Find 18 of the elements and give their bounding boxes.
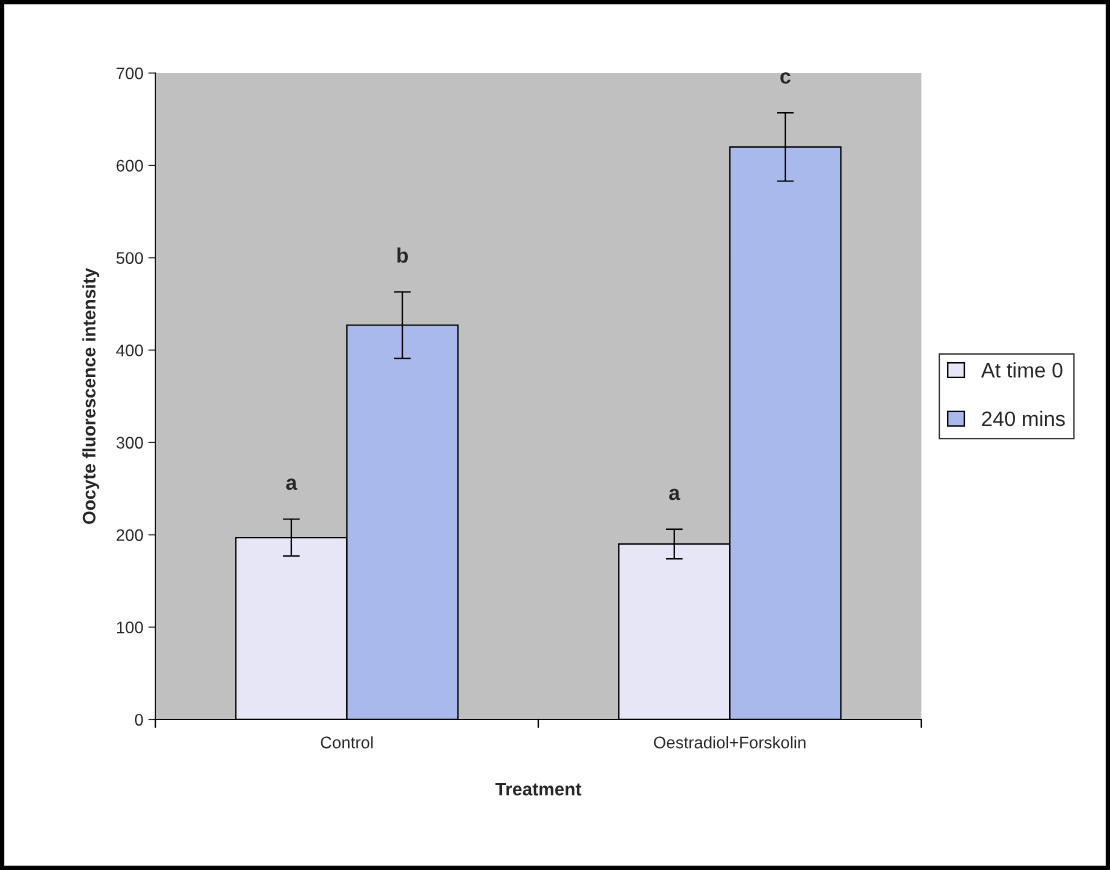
y-tick-label: 100: [117, 621, 143, 634]
x-tick-label: Control: [320, 736, 373, 749]
legend-label: 240 mins: [982, 410, 1065, 427]
data-label: c: [780, 72, 791, 84]
x-tick-label: Oestradiol+Forskolin: [653, 736, 806, 749]
legend-label: At time 0: [981, 362, 1063, 378]
data-label: a: [286, 478, 298, 490]
y-axis-title: Oocyte fluorescence intensity: [82, 267, 100, 524]
data-label: a: [669, 488, 681, 501]
y-tick-label: 600: [116, 159, 143, 172]
y-tick-label: 700: [116, 67, 143, 80]
y-tick-label: 300: [116, 436, 143, 449]
x-axis-title: Treatment: [495, 782, 582, 796]
data-label: b: [397, 247, 408, 263]
y-tick-label: 0: [134, 713, 143, 726]
y-tick-label: 500: [116, 252, 143, 264]
y-tick-label: 200: [116, 529, 143, 541]
y-tick-label: 400: [116, 344, 143, 357]
